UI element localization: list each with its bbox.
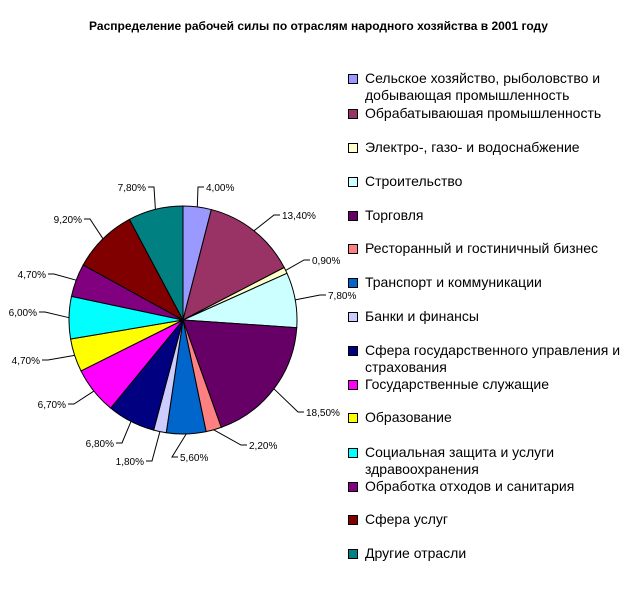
- data-label: 2,20%: [249, 441, 277, 452]
- data-label: 6,00%: [9, 308, 37, 319]
- legend-item: Обработка отходов и санитария: [348, 478, 633, 495]
- legend-label: Транспорт и коммуникации: [365, 274, 542, 290]
- legend-swatch: [348, 143, 358, 153]
- leader-line: [148, 186, 156, 210]
- pie-slice: [128, 205, 184, 321]
- legend-swatch: [348, 244, 358, 254]
- leader-line: [196, 186, 204, 207]
- data-label: 4,00%: [206, 183, 234, 194]
- leader-line: [48, 273, 77, 281]
- legend-label: Сельское хозяйство, рыболовство и добыва…: [365, 70, 601, 103]
- legend-swatch: [348, 549, 358, 559]
- legend-item: Обрабатываюшая промышленность: [348, 105, 633, 122]
- legend-label: Ресторанный и гостиничный бизнес: [365, 240, 599, 256]
- data-label: 18,50%: [306, 408, 340, 419]
- legend-item: Образование: [348, 409, 633, 426]
- legend-label: Банки и финансы: [365, 308, 479, 324]
- leader-line: [295, 294, 326, 301]
- legend-label: Другие отрасли: [365, 545, 467, 561]
- pie-slice: [182, 208, 285, 321]
- data-label: 7,80%: [118, 183, 146, 194]
- pie-slice: [182, 319, 298, 429]
- data-label: 1,80%: [116, 457, 144, 468]
- legend-label: Строительство: [365, 173, 463, 189]
- legend-item: Сфера государственного управления и стра…: [348, 342, 633, 376]
- legend-swatch: [348, 74, 358, 84]
- leader-line: [39, 311, 70, 319]
- leader-line: [285, 259, 310, 271]
- legend-item: Электро-, газо- и водоснабжение: [348, 139, 633, 156]
- legend-item: Сфера услуг: [348, 511, 633, 528]
- legend-swatch: [348, 346, 358, 356]
- legend-item: Государственные служащие: [348, 376, 633, 393]
- legend-label: Сфера услуг: [365, 511, 448, 527]
- leader-line: [42, 354, 75, 361]
- leader-line: [146, 431, 161, 462]
- legend-item: Сельское хозяйство, рыболовство и добыва…: [348, 70, 633, 104]
- legend-item: Социальная защита и услуги здравоохранен…: [348, 444, 633, 478]
- leader-line: [84, 218, 104, 240]
- data-label: 5,60%: [180, 453, 208, 464]
- data-label: 0,90%: [312, 256, 340, 267]
- legend-swatch: [348, 312, 358, 322]
- data-label: 9,20%: [54, 215, 82, 226]
- legend-swatch: [348, 278, 358, 288]
- legend-swatch: [348, 109, 358, 119]
- legend-swatch: [348, 211, 358, 221]
- legend-label: Социальная защита и услуги здравоохранен…: [365, 444, 555, 477]
- legend-item: Транспорт и коммуникации: [348, 274, 633, 291]
- legend-label: Государственные служащие: [365, 376, 549, 392]
- legend-label: Сфера государственного управления и стра…: [365, 342, 621, 375]
- legend-item: Другие отрасли: [348, 545, 633, 562]
- data-label: 6,70%: [38, 400, 66, 411]
- legend-label: Обработка отходов и санитария: [365, 478, 575, 494]
- legend-swatch: [348, 177, 358, 187]
- data-label: 6,80%: [86, 439, 114, 450]
- leader-line: [171, 433, 187, 458]
- leader-line: [213, 429, 247, 446]
- legend-swatch: [348, 515, 358, 525]
- legend-label: Обрабатываюшая промышленность: [365, 105, 602, 121]
- chart-title: Распределение рабочей силы по отраслям н…: [89, 19, 548, 33]
- legend-item: Строительство: [348, 173, 633, 190]
- legend-label: Электро-, газо- и водоснабжение: [365, 139, 580, 155]
- legend-item: Ресторанный и гостиничный бизнес: [348, 240, 633, 257]
- legend-label: Образование: [365, 409, 452, 425]
- legend-swatch: [348, 380, 358, 390]
- legend-label: Торговля: [365, 207, 424, 223]
- legend-swatch: [348, 482, 358, 492]
- legend-item: Банки и финансы: [348, 308, 633, 325]
- leader-line: [68, 390, 95, 405]
- data-label: 13,40%: [282, 211, 316, 222]
- data-label: 4,70%: [18, 270, 46, 281]
- leader-line: [253, 214, 280, 232]
- data-label: 4,70%: [12, 356, 40, 367]
- legend-swatch: [348, 448, 358, 458]
- data-label: 7,80%: [328, 291, 356, 302]
- legend-item: Торговля: [348, 207, 633, 224]
- leader-line: [116, 421, 132, 444]
- legend-swatch: [348, 413, 358, 423]
- leader-line: [273, 388, 304, 413]
